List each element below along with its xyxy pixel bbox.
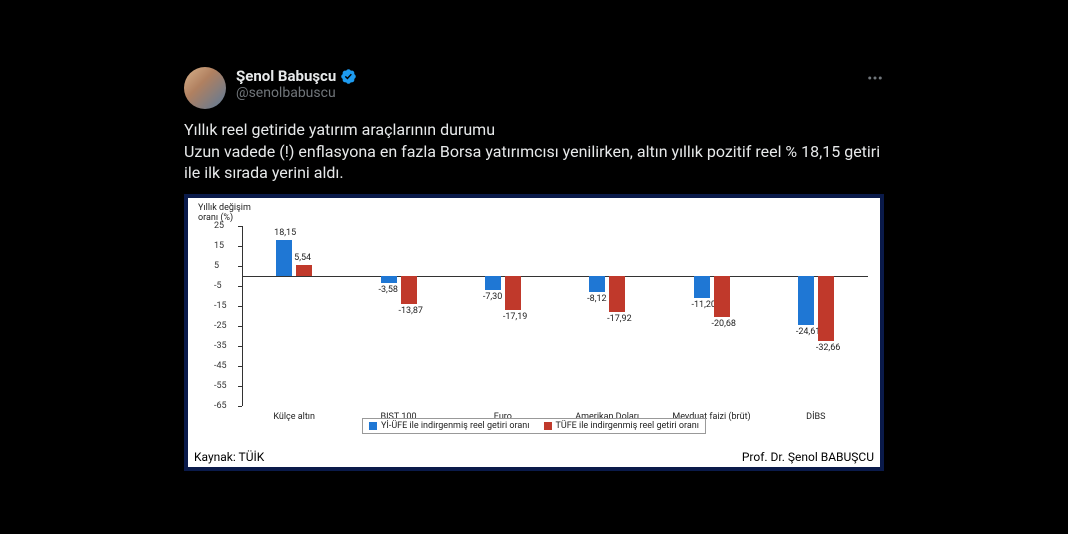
bar [485, 276, 501, 291]
legend-label-2: TÜFE ile indirgenmiş reel getiri oranı [555, 421, 699, 431]
y-axis-line [242, 226, 243, 406]
legend-swatch-red [543, 422, 551, 430]
bar [296, 265, 312, 276]
bar-value-label: -32,66 [816, 343, 841, 353]
bar-value-label: -3,58 [379, 285, 398, 295]
bar [798, 276, 814, 325]
category-label: Külçe altın [273, 412, 315, 422]
y-axis-title: Yıllık değişimoranı (%) [198, 204, 251, 224]
chart-area: Yıllık değişimoranı (%) 25155-5-15-25-35… [188, 198, 880, 448]
tweet-header: Şenol Babuşcu @senolbabuscu [184, 63, 884, 117]
tweet-card: Şenol Babuşcu @senolbabuscu Yıllık reel … [184, 63, 884, 471]
bar [276, 240, 292, 276]
bar [505, 276, 521, 310]
bar-value-label: -17,92 [607, 314, 632, 324]
verified-badge-icon [340, 68, 357, 85]
legend: Yİ-ÜFE ile indirgenmiş reel getiri oranı… [362, 418, 706, 434]
tweet-text: Yıllık reel getiride yatırım araçlarının… [184, 117, 884, 194]
tweet-line2: Uzun vadede (!) enflasyona en fazla Bors… [184, 142, 880, 183]
avatar[interactable] [184, 67, 226, 109]
bar [401, 276, 417, 304]
bar-value-label: 18,15 [274, 228, 296, 238]
bar [714, 276, 730, 317]
name-block: Şenol Babuşcu @senolbabuscu [236, 67, 357, 101]
chart-source: Kaynak: TÜİK [194, 450, 264, 464]
bar [609, 276, 625, 312]
bar [381, 276, 397, 283]
plot-area: 25155-5-15-25-35-45-55-65Külçe altın18,1… [242, 226, 868, 406]
display-name-row[interactable]: Şenol Babuşcu [236, 67, 357, 85]
y-tick: -25 [214, 321, 227, 331]
bar [818, 276, 834, 341]
display-name: Şenol Babuşcu [236, 67, 336, 85]
bar-value-label: -17,19 [503, 312, 528, 322]
bar [694, 276, 710, 298]
legend-item-1: Yİ-ÜFE ile indirgenmiş reel getiri oranı [369, 421, 530, 431]
bar-value-label: -24,61 [796, 327, 821, 337]
bar [589, 276, 605, 292]
chart-footer: Kaynak: TÜİK Prof. Dr. Şenol BABUŞCU [188, 448, 880, 467]
y-tick: -65 [214, 401, 227, 411]
chart-container: Yıllık değişimoranı (%) 25155-5-15-25-35… [184, 194, 884, 471]
y-tick: -5 [214, 281, 222, 291]
bar-value-label: -7,30 [483, 292, 502, 302]
y-tick: -55 [214, 381, 227, 391]
y-tick: 5 [214, 261, 219, 271]
y-tick: -45 [214, 361, 227, 371]
y-tick: -35 [214, 341, 227, 351]
chart-author: Prof. Dr. Şenol BABUŞCU [742, 450, 874, 464]
legend-swatch-blue [369, 422, 377, 430]
y-tick: -15 [214, 301, 227, 311]
handle[interactable]: @senolbabuscu [236, 85, 357, 101]
y-tick: 25 [214, 221, 224, 231]
tweet-line1: Yıllık reel getiride yatırım araçlarının… [184, 120, 495, 139]
legend-label-1: Yİ-ÜFE ile indirgenmiş reel getiri oranı [381, 421, 530, 431]
x-axis-line [242, 276, 868, 277]
y-tick: 15 [214, 241, 224, 251]
bar-value-label: 5,54 [294, 253, 311, 263]
bar-value-label: -13,87 [399, 306, 424, 316]
legend-item-2: TÜFE ile indirgenmiş reel getiri oranı [543, 421, 699, 431]
bar-value-label: -11,20 [692, 300, 717, 310]
category-label: DİBS [806, 412, 825, 422]
bar-value-label: -8,12 [587, 294, 606, 304]
bar-value-label: -20,68 [712, 319, 737, 329]
more-icon[interactable] [866, 69, 884, 87]
